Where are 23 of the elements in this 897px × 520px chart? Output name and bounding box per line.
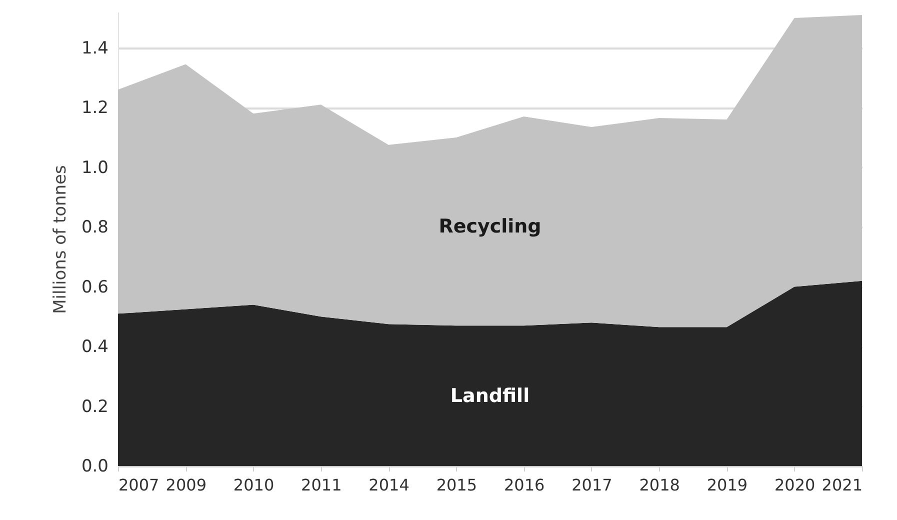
x-tick-label: 2014 xyxy=(368,476,410,494)
y-axis-title: Millions of tonnes xyxy=(50,165,70,314)
series-label: Recycling xyxy=(438,215,542,238)
x-tick-label: 2017 xyxy=(572,476,612,494)
y-tick-label: 1.0 xyxy=(81,158,108,178)
series-label: Landfill xyxy=(450,384,530,407)
y-tick-label: 1.2 xyxy=(81,98,108,118)
x-tick-label: 2021 xyxy=(822,476,862,494)
x-tick-label: 2015 xyxy=(436,476,478,494)
y-tick-label: 1.4 xyxy=(81,38,108,58)
y-tick-label: 0.8 xyxy=(81,218,108,238)
x-tick-label: 2016 xyxy=(504,476,545,494)
x-tick-label: 2009 xyxy=(166,476,206,494)
x-tick-label: 2010 xyxy=(233,476,274,494)
y-tick-label: 0.6 xyxy=(81,277,108,298)
y-tick-label: 0.4 xyxy=(81,337,108,358)
y-tick-label: 0.0 xyxy=(81,456,108,476)
y-tick-label: 0.2 xyxy=(81,396,108,417)
x-tick-label: 2019 xyxy=(706,476,748,494)
x-tick-label: 2020 xyxy=(774,476,816,494)
x-tick-label: 2018 xyxy=(639,476,680,494)
x-tick-label: 2007 xyxy=(118,476,160,494)
x-tick-label: 2011 xyxy=(301,476,342,494)
